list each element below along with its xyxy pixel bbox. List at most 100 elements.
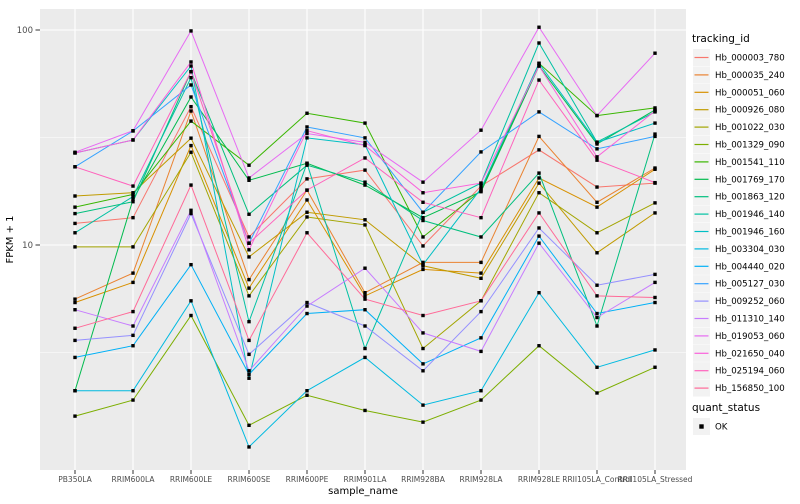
data-point [247, 163, 251, 167]
legend-entry: Hb_001946_140 [693, 205, 785, 223]
data-point [247, 369, 251, 373]
data-point [189, 95, 193, 99]
data-point [363, 266, 367, 270]
data-point [363, 168, 367, 172]
data-point [653, 272, 657, 277]
legend-label: Hb_009252_060 [715, 297, 785, 307]
data-point [479, 349, 483, 354]
data-point [131, 344, 135, 348]
data-point [479, 128, 483, 132]
legend-entry: Hb_003304_030 [693, 240, 785, 258]
data-point [305, 129, 309, 133]
x-tick-label: RRII105LA_Control [562, 475, 632, 484]
legend-title-tracking-id: tracking_id [692, 33, 750, 45]
data-point [595, 294, 599, 298]
data-point [537, 148, 541, 152]
data-point [537, 61, 541, 66]
panel-background [40, 9, 686, 470]
data-point [479, 186, 483, 191]
data-point [305, 300, 309, 305]
data-point [537, 110, 541, 114]
data-point [305, 198, 309, 202]
data-point [537, 171, 541, 175]
data-point [595, 205, 599, 209]
data-point [479, 389, 483, 393]
data-point [421, 262, 425, 267]
data-point [305, 163, 309, 167]
legend-label: Hb_001946_140 [715, 210, 785, 220]
data-point [537, 78, 541, 82]
data-point [305, 177, 309, 181]
data-point [537, 344, 541, 348]
data-point [131, 184, 135, 188]
data-point [479, 150, 483, 154]
data-point [537, 290, 541, 295]
data-point [363, 180, 367, 184]
data-point [189, 109, 193, 113]
x-tick-label: RRIM600LA [112, 475, 156, 484]
x-tick-label: RRIM901LA [344, 475, 388, 484]
data-point [189, 64, 193, 68]
legend-label: Hb_001863_120 [715, 193, 785, 203]
data-point [595, 147, 599, 151]
data-point [189, 83, 193, 87]
data-point [247, 372, 251, 377]
data-point [363, 408, 367, 413]
data-point [595, 140, 599, 145]
data-point [363, 218, 367, 222]
data-point [247, 445, 251, 449]
legend-entry: Hb_000926_080 [693, 101, 785, 119]
x-tick-label: RRIM928LA [460, 475, 504, 484]
data-point [421, 244, 425, 248]
data-point [131, 197, 135, 202]
data-point [653, 106, 657, 110]
legend-label: OK [715, 423, 728, 433]
data-point [73, 165, 77, 169]
data-point [73, 308, 77, 312]
data-point [189, 60, 193, 64]
legend-entry: Hb_001863_120 [693, 188, 785, 206]
legend-entry: Hb_025194_060 [693, 362, 785, 380]
data-point [247, 376, 251, 380]
data-point [247, 352, 251, 357]
data-point [363, 136, 367, 140]
data-point [73, 300, 77, 305]
legend-label: Hb_001541_110 [715, 158, 785, 168]
legend-label: Hb_019053_060 [715, 332, 785, 342]
legend-label: Hb_025194_060 [715, 367, 785, 377]
legend-label: Hb_005127_030 [715, 280, 785, 290]
data-point [247, 255, 251, 259]
data-point [189, 208, 193, 213]
data-point [189, 136, 193, 140]
data-point [73, 151, 77, 155]
data-point [131, 271, 135, 275]
legend-label: Hb_000003_780 [715, 54, 785, 64]
data-point [653, 348, 657, 352]
x-tick-label: RRII105LA_Stressed [618, 475, 693, 484]
legend-entry: Hb_001022_030 [693, 118, 785, 136]
data-point [595, 251, 599, 255]
x-axis-title: sample_name [328, 486, 398, 497]
data-point [131, 194, 135, 199]
data-point [305, 304, 309, 308]
data-point [131, 129, 135, 133]
data-point [363, 156, 367, 160]
legend-entry: Hb_001541_110 [693, 153, 785, 171]
data-point [653, 180, 657, 185]
legend-label: Hb_001769_170 [715, 175, 785, 185]
data-point [421, 267, 425, 272]
data-point [537, 191, 541, 195]
data-point [653, 201, 657, 205]
data-point [247, 176, 251, 180]
legend-entry: Hb_004440_020 [693, 257, 785, 275]
data-point [479, 260, 483, 265]
data-point [653, 134, 657, 139]
legend-entry: Hb_019053_060 [693, 327, 785, 345]
data-point [305, 111, 309, 115]
legend-label: Hb_011310_140 [715, 315, 785, 325]
data-point [189, 211, 193, 216]
data-point [247, 235, 251, 239]
legend-label: Hb_001022_030 [715, 123, 785, 133]
data-point [363, 324, 367, 328]
data-point [305, 131, 309, 136]
